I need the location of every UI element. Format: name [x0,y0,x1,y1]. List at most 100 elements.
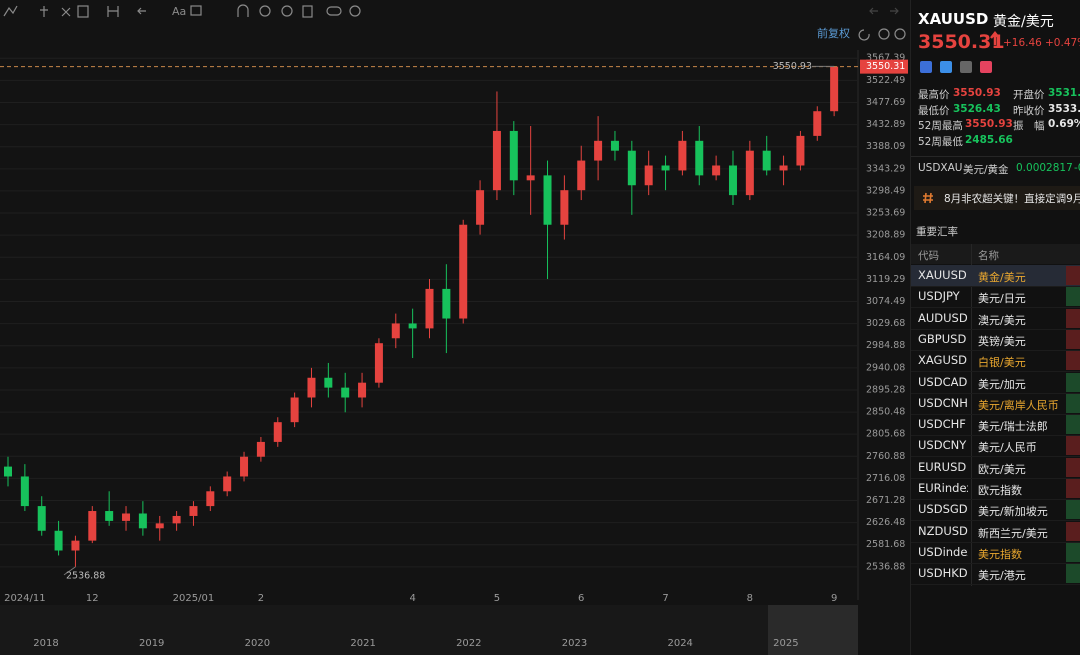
rate-row[interactable]: USDCAD 美元/加元 [911,372,1080,394]
tool-arrow[interactable] [137,7,146,15]
undo-redo[interactable] [869,7,899,15]
navigator-label: 2024 [667,638,692,649]
candle-body [627,150,636,186]
candle-body [273,422,282,442]
rate-code: XAGUSD [918,353,968,368]
news-box[interactable]: 8月非农超关键！直接定调9月 [914,186,1080,210]
navigator-window[interactable] [768,605,858,655]
rate-row[interactable]: USDCNY 美元/人民币 [911,435,1080,458]
tool-text[interactable]: Aa [172,5,186,18]
candle-body [459,224,468,319]
rate-row[interactable]: XAGUSD 白银/美元 [911,350,1080,373]
last-price-label: 3550.31 [866,61,905,72]
rate-row[interactable]: USDSGD 美元/新加坡元 [911,499,1080,522]
rate-code: USDCHF [918,417,966,432]
y-tick-label: 3522.49 [866,75,905,86]
x-tick-label: 4 [409,593,415,604]
stat-value: 3550.93 [953,87,1001,99]
high-marker-label: 3550.93 [773,61,812,72]
rate-trend [1066,521,1080,541]
candle-body [206,491,215,507]
candle-body [509,130,518,181]
tool-hide[interactable] [281,5,293,17]
candle-body [644,165,653,186]
rate-trend [1066,308,1080,328]
tool-delete[interactable] [302,5,313,18]
tool-fib[interactable] [61,7,71,17]
rate-code: NZDUSD [918,523,968,538]
reset-icon[interactable] [858,29,870,41]
rate-row[interactable]: USDCNH 美元/离岸人民币 [911,393,1080,415]
y-tick-label: 3119.29 [866,274,905,285]
navigator[interactable] [0,605,858,655]
rate-name: 英镑/美元 [978,334,1026,348]
candle-body [661,165,670,171]
rate-row[interactable]: NZDUSD 新西兰元/美元 [911,521,1080,543]
rate-row[interactable]: EURindex 欧元指数 [911,478,1080,500]
x-tick-label: 5 [494,593,500,604]
candle-body [543,175,552,225]
candle-body [728,165,737,196]
tool-trend[interactable] [40,6,48,17]
tool-lock[interactable] [259,5,271,17]
x-tick-label: 2 [258,593,264,604]
tool-settings[interactable] [349,5,361,17]
icon-a[interactable] [920,61,932,73]
rate-row[interactable]: XAUUSD 黄金/美元 [911,265,1080,287]
header-name: 名称 [978,250,999,262]
candle-body [4,466,12,477]
rate-row[interactable]: AUDUSD 澳元/美元 [911,308,1080,330]
y-tick-label: 2716.08 [866,473,905,484]
tool-measure[interactable] [107,6,119,17]
candle-body [492,130,501,191]
tool-line[interactable] [3,5,18,17]
rate-name: 美元/加元 [978,377,1026,391]
rate-row[interactable]: GBPUSD 英镑/美元 [911,329,1080,351]
rate-row[interactable]: USDJPY 美元/日元 [911,286,1080,309]
tool-note[interactable] [190,5,202,16]
rate-trend [1066,436,1080,456]
zoom-out[interactable] [878,28,890,40]
rate-trend [1066,457,1080,477]
low-marker-label: 2536.88 [66,570,105,581]
candle-body [307,377,316,398]
rate-trend [1066,500,1080,520]
candle-body [54,530,63,551]
rate-row[interactable]: EURUSD 欧元/美元 [911,457,1080,479]
tool-magnet[interactable] [237,4,249,17]
rate-row[interactable]: USDindex 美元指数 [911,542,1080,564]
rate-code: EURUSD [918,459,967,474]
candle-body [155,523,164,529]
adjust-label[interactable]: 前复权 [817,26,850,40]
candle-body [610,140,619,151]
zoom-in[interactable] [894,28,906,40]
candle-body [476,190,485,225]
candle-body [779,165,788,171]
divider [911,156,1080,157]
candle-body [88,511,97,541]
inverse-change: -0 [1074,162,1080,174]
icon-b[interactable] [940,61,952,73]
chart: Aa 前复权 3567.39 3522.49 3477.69 3432.89 3388.… [0,4,908,655]
candle-body [290,397,299,423]
rate-trend [1066,479,1080,498]
rate-code: USDCNY [918,438,967,453]
rate-name: 美元/新加坡元 [978,505,1048,519]
rate-name: 美元/人民币 [978,441,1037,455]
toolbar [3,4,906,41]
candle-body [71,540,80,551]
candle-body [594,140,603,161]
icon-c[interactable] [960,61,972,73]
rate-row[interactable]: USDCHF 美元/瑞士法郎 [911,414,1080,437]
candle-body [37,506,46,531]
icon-fav[interactable] [980,61,992,73]
quote-panel: XAUUSD黄金/美元3550.31+16.46+0.47%最高价3550.93… [910,0,1080,655]
candle-body [122,513,131,521]
tool-toggle[interactable] [326,6,342,16]
tool-pattern[interactable] [77,5,89,18]
stat-label: 振 幅 [1013,120,1045,132]
y-tick-label: 2805.68 [866,429,905,440]
navigator-label: 2023 [562,638,587,649]
rate-row[interactable]: USDHKD 美元/港元 [911,563,1080,586]
candle-body [189,506,198,516]
